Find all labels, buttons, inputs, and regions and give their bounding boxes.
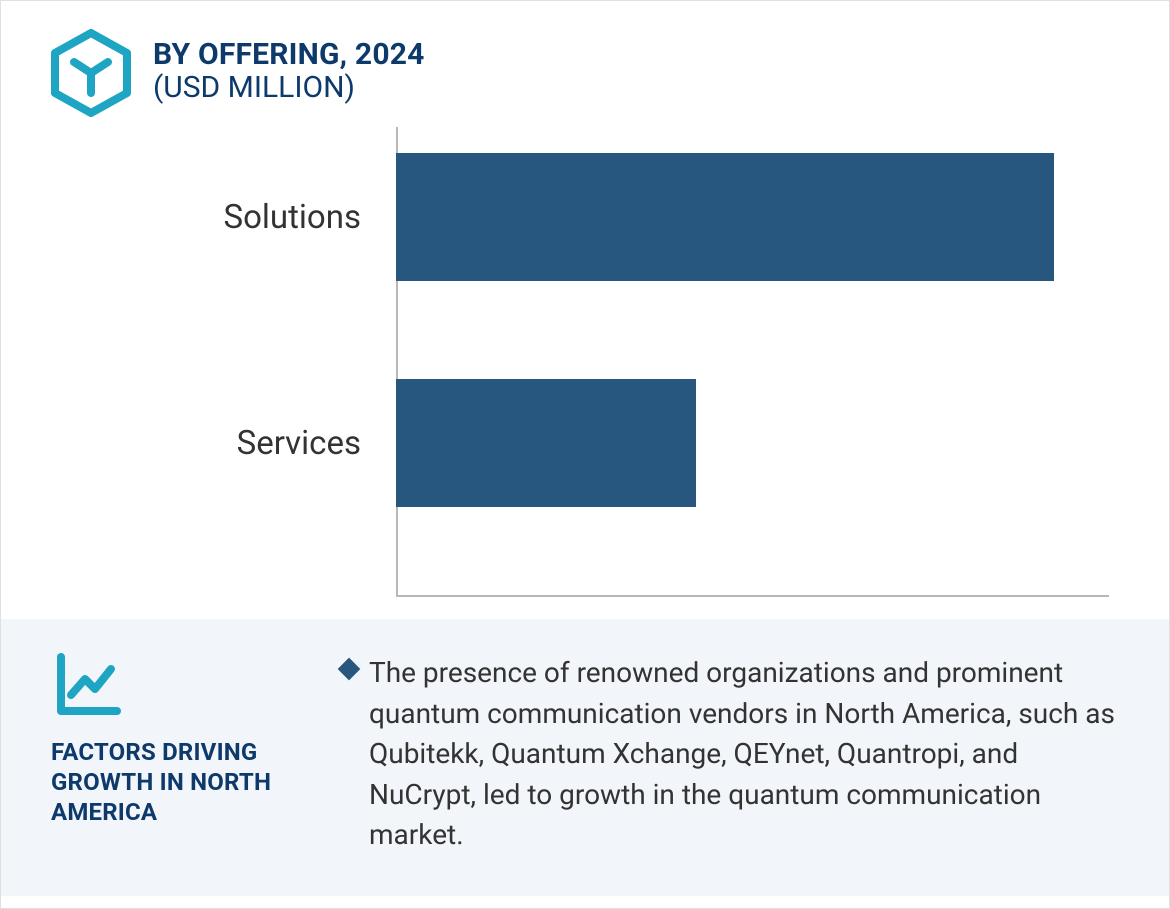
header-row: BY OFFERING, 2024 (USD MILLION) <box>1 1 1169 127</box>
bar-row-services: Services <box>1 379 1109 507</box>
bar-services <box>396 379 696 507</box>
factors-footer: FACTORS DRIVING GROWTH IN NORTH AMERICA … <box>1 619 1169 896</box>
bar-chart: Solutions Services <box>1 127 1169 597</box>
header-titles: BY OFFERING, 2024 (USD MILLION) <box>153 29 425 105</box>
chart-title-sub: (USD MILLION) <box>153 70 425 105</box>
chart-title-main: BY OFFERING, 2024 <box>153 37 425 72</box>
footer-heading: FACTORS DRIVING GROWTH IN NORTH AMERICA <box>51 737 301 827</box>
bar-row-solutions: Solutions <box>1 153 1109 281</box>
bar-label: Solutions <box>1 198 396 237</box>
line-chart-icon <box>51 649 123 721</box>
footer-body-text: The presence of renowned organizations a… <box>369 653 1123 856</box>
bar-solutions <box>396 153 1054 281</box>
cube-hex-icon <box>51 29 131 117</box>
infographic-container: BY OFFERING, 2024 (USD MILLION) Solution… <box>0 0 1170 909</box>
diamond-bullet-icon <box>338 658 361 681</box>
footer-left: FACTORS DRIVING GROWTH IN NORTH AMERICA <box>51 649 301 856</box>
footer-right: The presence of renowned organizations a… <box>341 649 1123 856</box>
x-axis-line <box>396 595 1109 597</box>
bar-label: Services <box>1 424 396 463</box>
